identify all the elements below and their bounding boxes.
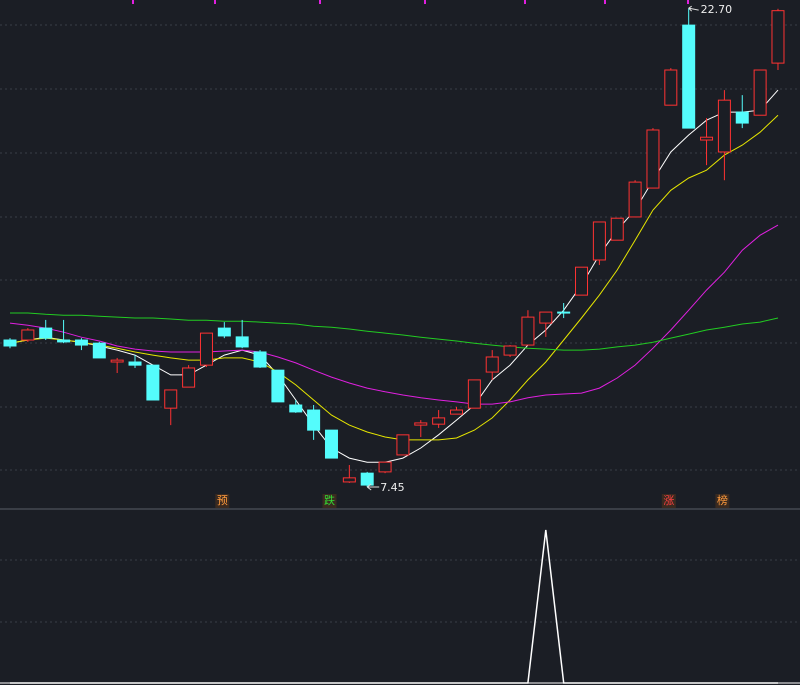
signal-label: 预 bbox=[217, 494, 228, 507]
moving-average bbox=[10, 312, 779, 351]
candle-body bbox=[753, 69, 767, 116]
min-label: 7.45 bbox=[380, 481, 405, 494]
candle-body bbox=[57, 339, 71, 343]
candle-body bbox=[217, 327, 231, 337]
signal-label: 涨 bbox=[663, 494, 674, 507]
candle-body bbox=[271, 369, 285, 403]
signal-box bbox=[661, 494, 676, 508]
candle-body bbox=[771, 10, 785, 64]
candle-body bbox=[664, 69, 678, 106]
candle-body bbox=[342, 477, 356, 483]
candle-body bbox=[592, 221, 606, 261]
candle-body bbox=[92, 342, 106, 359]
candle-body bbox=[682, 24, 696, 129]
candle-body bbox=[289, 404, 303, 413]
candle-body bbox=[557, 311, 571, 314]
candle-body bbox=[39, 327, 53, 339]
moving-average bbox=[9, 224, 779, 405]
candle-body bbox=[110, 359, 124, 363]
candle-body bbox=[128, 361, 142, 366]
candle-body bbox=[610, 217, 624, 241]
top-ticks bbox=[132, 0, 689, 4]
candle-body bbox=[360, 472, 374, 486]
min-arrow bbox=[366, 483, 380, 491]
candle-body bbox=[539, 311, 553, 324]
candle-body bbox=[521, 316, 535, 346]
candle-body bbox=[717, 99, 731, 153]
candle-body bbox=[199, 332, 213, 366]
candle-body bbox=[3, 339, 17, 347]
candle-body bbox=[414, 422, 428, 426]
signal-box bbox=[715, 494, 730, 508]
candle-body bbox=[646, 129, 660, 189]
candle-body bbox=[253, 351, 267, 368]
candle-body bbox=[700, 136, 714, 141]
candle-body bbox=[235, 336, 249, 348]
candle-body bbox=[182, 367, 196, 388]
candle-body bbox=[575, 266, 589, 296]
candle-body bbox=[324, 429, 338, 459]
candle-body bbox=[450, 409, 463, 415]
max-label: 22.70 bbox=[701, 3, 733, 16]
candle-body bbox=[467, 379, 481, 409]
candle-body bbox=[628, 181, 642, 218]
candle-body bbox=[503, 345, 517, 356]
candle-body bbox=[164, 389, 178, 409]
signal-box bbox=[322, 494, 337, 508]
candle-body bbox=[74, 339, 88, 346]
candle-body bbox=[307, 409, 321, 431]
signal-label: 跌 bbox=[324, 493, 335, 507]
signal-label: 榜 bbox=[717, 493, 728, 507]
candle-body bbox=[378, 461, 392, 473]
candle-body bbox=[485, 356, 499, 373]
candle-body bbox=[146, 364, 160, 401]
candle-body bbox=[396, 434, 410, 456]
max-arrow bbox=[688, 5, 699, 12]
candle-body bbox=[21, 329, 35, 341]
candle-body bbox=[432, 417, 446, 425]
indicator-line bbox=[10, 529, 778, 684]
candle-body bbox=[735, 111, 749, 124]
signal-box bbox=[215, 494, 230, 508]
moving-average bbox=[9, 114, 779, 441]
